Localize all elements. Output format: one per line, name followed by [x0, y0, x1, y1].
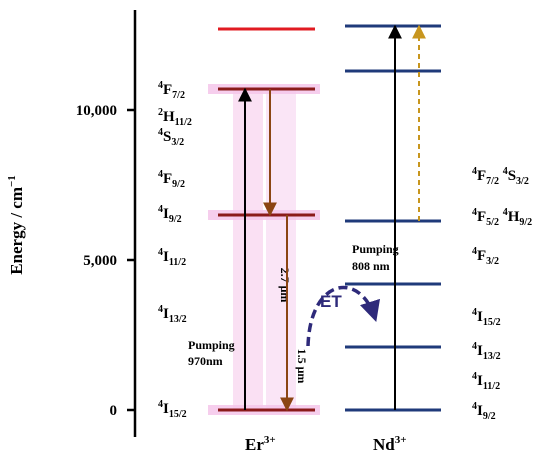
y-tick-label-2: 10,000 [76, 103, 117, 119]
er-level-label-7: 4I15/2 [158, 399, 187, 420]
er-level-label-4: 4I9/2 [158, 204, 182, 225]
nd-level-label-4: 4I13/2 [472, 341, 501, 362]
nd-levels: 4F7/2 4S3/2 4F5/2 4H9/2 4F3/2 4I15/2 4I13/2 4… [345, 24, 532, 422]
y-axis-title-superscript: −1 [6, 175, 18, 187]
er-pump-label-1: Pumping [188, 338, 235, 352]
er-level-label-6: 4I13/2 [158, 304, 187, 325]
er-level-label-1: 2H11/2 [158, 107, 192, 128]
et-curved-arrow [306, 285, 380, 347]
highlight-column-pump [233, 89, 263, 410]
y-tick-label-1: 5,000 [83, 253, 117, 269]
energy-transfer: ET [306, 285, 380, 347]
er-level-label-3: 4F9/2 [158, 169, 185, 190]
er-transitions: Pumping 970nm 2.7 μm 1.5 μm [188, 87, 309, 412]
er-level-label-5: 4I11/2 [158, 247, 186, 268]
er-level-label-2: 4S3/2 [158, 127, 184, 148]
nd-pump-label-2: 808 nm [352, 259, 390, 273]
nd-level-label-5: 4I11/2 [472, 371, 500, 392]
nd-level-label-2: 4F3/2 [472, 246, 499, 267]
nd-level-label-6: 4I9/2 [472, 401, 496, 422]
nd-transitions: Pumping 808 nm [352, 24, 426, 410]
nd-level-label-0: 4F7/2 4S3/2 [472, 166, 529, 187]
er-1-5um-label: 1.5 μm [295, 349, 309, 384]
nd-level-label-3: 4I15/2 [472, 307, 501, 328]
y-axis-title: Energy / cm−1 [6, 175, 26, 275]
y-tick-label-0: 0 [110, 403, 118, 419]
nd-ion-label: Nd3+ [373, 434, 407, 454]
nd-pump-label-1: Pumping [352, 242, 399, 256]
er-2-7um-label: 2.7 μm [278, 268, 292, 303]
er-ion-label: Er3+ [245, 434, 276, 454]
er-level-label-0: 4F7/2 [158, 80, 185, 101]
et-label: ET [320, 292, 342, 311]
nd-level-label-1: 4F5/2 4H9/2 [472, 207, 532, 228]
er-pump-label-2: 970nm [188, 354, 223, 368]
